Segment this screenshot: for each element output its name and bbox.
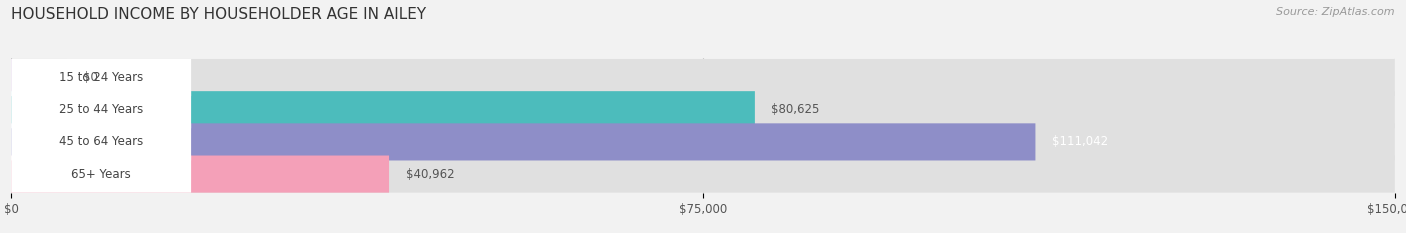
FancyBboxPatch shape <box>11 59 191 96</box>
FancyBboxPatch shape <box>11 155 191 193</box>
Text: $111,042: $111,042 <box>1052 135 1108 148</box>
FancyBboxPatch shape <box>11 59 66 96</box>
Text: $40,962: $40,962 <box>406 168 454 181</box>
FancyBboxPatch shape <box>11 123 1035 161</box>
FancyBboxPatch shape <box>11 91 755 128</box>
Text: HOUSEHOLD INCOME BY HOUSEHOLDER AGE IN AILEY: HOUSEHOLD INCOME BY HOUSEHOLDER AGE IN A… <box>11 7 426 22</box>
Text: 15 to 24 Years: 15 to 24 Years <box>59 71 143 84</box>
Text: 45 to 64 Years: 45 to 64 Years <box>59 135 143 148</box>
FancyBboxPatch shape <box>11 91 1395 128</box>
Text: 25 to 44 Years: 25 to 44 Years <box>59 103 143 116</box>
Text: $0: $0 <box>83 71 98 84</box>
FancyBboxPatch shape <box>11 59 1395 96</box>
FancyBboxPatch shape <box>11 123 191 161</box>
FancyBboxPatch shape <box>11 155 1395 193</box>
FancyBboxPatch shape <box>11 155 389 193</box>
Text: $80,625: $80,625 <box>772 103 820 116</box>
FancyBboxPatch shape <box>11 91 191 128</box>
Text: Source: ZipAtlas.com: Source: ZipAtlas.com <box>1277 7 1395 17</box>
FancyBboxPatch shape <box>11 123 1395 161</box>
Text: 65+ Years: 65+ Years <box>72 168 131 181</box>
